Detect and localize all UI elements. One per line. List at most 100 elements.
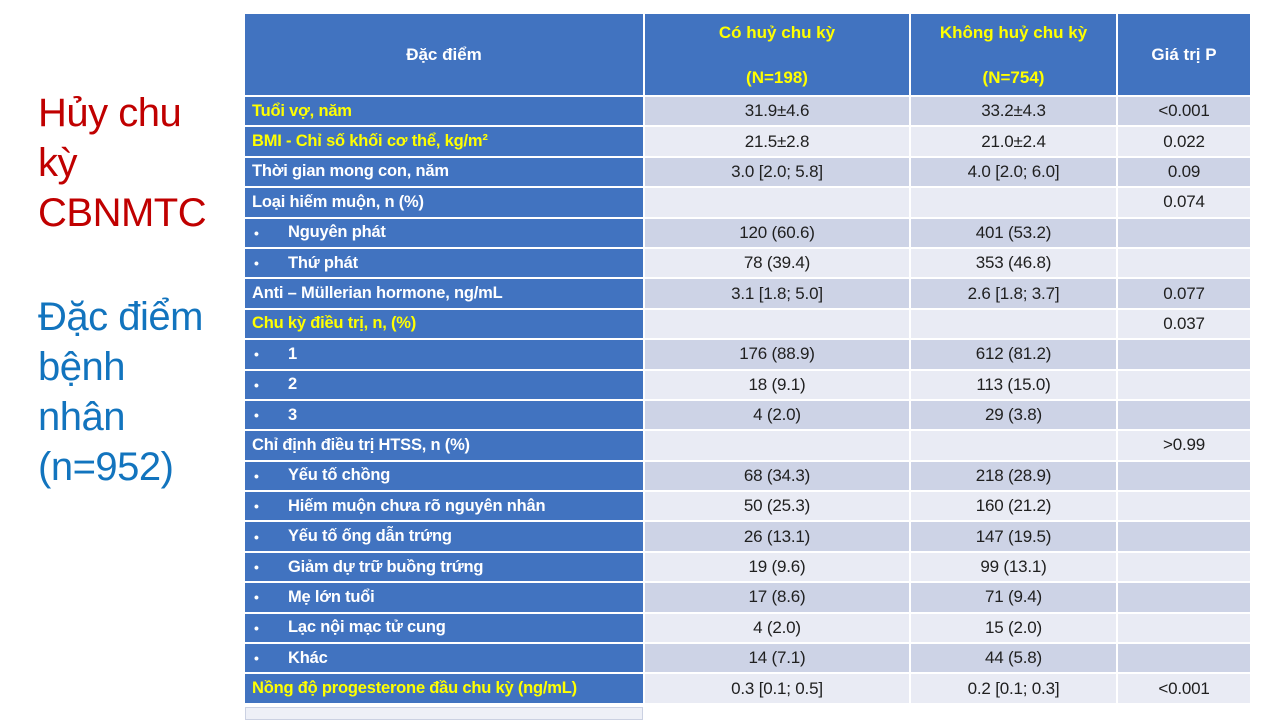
header-cycle-not-cancelled-title: Không huỷ chu kỳ [939, 23, 1088, 42]
value-cell-cancelled: 18 (9.1) [645, 370, 909, 399]
value-cell-cancelled: 120 (60.6) [645, 218, 909, 247]
value-cell-cancelled: 4 (2.0) [645, 400, 909, 430]
value-cell-not-cancelled: 44 (5.8) [911, 644, 1116, 673]
table-row: • Giảm dự trữ buồng trứng 19 (9.6) 99 (1… [245, 552, 1250, 582]
row-label: Khác [288, 648, 328, 667]
header-cycle-cancelled: Có huỷ chu kỳ (N=198) [645, 14, 909, 95]
table-row: • 3 4 (2.0) 29 (3.8) [245, 400, 1250, 430]
value-cell-not-cancelled: 401 (53.2) [911, 218, 1116, 247]
row-label: Chỉ định điều trị HTSS, n (%) [252, 435, 470, 454]
p-value-cell: 0.077 [1118, 279, 1250, 308]
row-label: Yếu tố chồng [288, 466, 391, 485]
row-label-cell: • Thời gian mong con, năm [245, 157, 643, 187]
row-label-cell: • 3 [245, 400, 643, 430]
value-cell-not-cancelled [911, 431, 1116, 460]
bullet-icon: • [254, 346, 259, 363]
value-cell-not-cancelled [911, 188, 1116, 217]
value-cell-not-cancelled: 71 (9.4) [911, 583, 1116, 612]
value-cell-cancelled: 14 (7.1) [645, 644, 909, 673]
value-cell-not-cancelled: 21.0±2.4 [911, 127, 1116, 156]
row-label: Loại hiếm muộn, n (%) [252, 192, 424, 211]
row-label: Giảm dự trữ buồng trứng [288, 557, 484, 576]
value-cell-not-cancelled: 4.0 [2.0; 6.0] [911, 157, 1116, 187]
row-label-cell: • Lạc nội mạc tử cung [245, 613, 643, 643]
value-cell-not-cancelled: 147 (19.5) [911, 522, 1116, 551]
row-label: 2 [288, 375, 297, 394]
table-header-row: Đặc điểm Có huỷ chu kỳ (N=198) Không huỷ… [245, 14, 1250, 95]
p-value-cell: <0.001 [1118, 97, 1250, 126]
row-label-cell: • Thứ phát [245, 248, 643, 278]
table-row: • Tuổi vợ, năm 31.9±4.6 33.2±4.3 <0.001 [245, 97, 1250, 126]
row-label-cell: • BMI - Chỉ số khối cơ thể, kg/m² [245, 127, 643, 156]
header-characteristic: Đặc điểm [245, 14, 643, 95]
value-cell-not-cancelled: 113 (15.0) [911, 370, 1116, 399]
table-row: • 2 18 (9.1) 113 (15.0) [245, 370, 1250, 399]
row-label-cell: • Loại hiếm muộn, n (%) [245, 188, 643, 217]
value-cell-not-cancelled [911, 309, 1116, 339]
value-cell-not-cancelled: 29 (3.8) [911, 400, 1116, 430]
p-value-cell [1118, 218, 1250, 247]
value-cell-not-cancelled: 218 (28.9) [911, 461, 1116, 491]
p-value-cell [1118, 248, 1250, 278]
table-row: • Nguyên phát 120 (60.6) 401 (53.2) [245, 218, 1250, 247]
table-row: • Khác 14 (7.1) 44 (5.8) [245, 644, 1250, 673]
value-cell-not-cancelled: 2.6 [1.8; 3.7] [911, 279, 1116, 308]
bullet-icon: • [254, 650, 259, 667]
value-cell-not-cancelled: 160 (21.2) [911, 492, 1116, 521]
row-label: Nguyên phát [288, 223, 386, 242]
bullet-icon: • [254, 255, 259, 272]
row-label-cell: • Chu kỳ điều trị, n, (%) [245, 309, 643, 339]
p-value-cell [1118, 461, 1250, 491]
value-cell-cancelled: 78 (39.4) [645, 248, 909, 278]
p-value-cell: <0.001 [1118, 674, 1250, 703]
bullet-icon: • [254, 528, 259, 545]
row-label-cell: • Khác [245, 644, 643, 673]
table-row: • 1 176 (88.9) 612 (81.2) [245, 340, 1250, 369]
table-row: • Anti – Müllerian hormone, ng/mL 3.1 [1… [245, 279, 1250, 308]
p-value-cell [1118, 522, 1250, 551]
value-cell-not-cancelled: 33.2±4.3 [911, 97, 1116, 126]
table-row: • Loại hiếm muộn, n (%) 0.074 [245, 188, 1250, 217]
bullet-icon: • [254, 376, 259, 393]
row-label: Hiếm muộn chưa rõ nguyên nhân [288, 496, 546, 515]
bullet-icon: • [254, 467, 259, 484]
table-row: • Yếu tố ống dẫn trứng 26 (13.1) 147 (19… [245, 522, 1250, 551]
table-row: • Nồng độ progesterone đầu chu kỳ (ng/mL… [245, 674, 1250, 703]
row-label-cell: • Giảm dự trữ buồng trứng [245, 552, 643, 582]
bullet-icon: • [254, 224, 259, 241]
value-cell-cancelled: 50 (25.3) [645, 492, 909, 521]
bullet-icon: • [254, 498, 259, 515]
value-cell-cancelled: 26 (13.1) [645, 522, 909, 551]
slide-title: Hủy chu kỳ CBNMTC [38, 91, 207, 235]
value-cell-cancelled: 4 (2.0) [645, 613, 909, 643]
row-label: Chu kỳ điều trị, n, (%) [252, 314, 417, 333]
row-label-cell: • Anti – Müllerian hormone, ng/mL [245, 279, 643, 308]
header-p-value: Giá trị P [1118, 14, 1250, 95]
row-label: 1 [288, 344, 297, 363]
value-cell-not-cancelled: 99 (13.1) [911, 552, 1116, 582]
value-cell-cancelled: 0.3 [0.1; 0.5] [645, 674, 909, 703]
value-cell-cancelled: 31.9±4.6 [645, 97, 909, 126]
p-value-cell [1118, 340, 1250, 369]
value-cell-cancelled [645, 309, 909, 339]
p-value-cell: 0.022 [1118, 127, 1250, 156]
row-label-cell: • Tuổi vợ, năm [245, 97, 643, 126]
row-label: Nồng độ progesterone đầu chu kỳ (ng/mL) [252, 679, 577, 698]
header-cycle-not-cancelled-n: (N=754) [982, 68, 1045, 87]
partial-next-row [245, 707, 643, 720]
table-body: • Tuổi vợ, năm 31.9±4.6 33.2±4.3 <0.001 … [245, 97, 1250, 703]
table-row: • Chỉ định điều trị HTSS, n (%) >0.99 [245, 431, 1250, 460]
value-cell-not-cancelled: 353 (46.8) [911, 248, 1116, 278]
p-value-cell: >0.99 [1118, 431, 1250, 460]
row-label: Mẹ lớn tuổi [288, 587, 375, 606]
value-cell-cancelled: 176 (88.9) [645, 340, 909, 369]
header-cycle-not-cancelled: Không huỷ chu kỳ (N=754) [911, 14, 1116, 95]
bullet-icon: • [254, 589, 259, 606]
row-label: Lạc nội mạc tử cung [288, 618, 446, 637]
value-cell-not-cancelled: 612 (81.2) [911, 340, 1116, 369]
p-value-cell [1118, 583, 1250, 612]
p-value-cell [1118, 552, 1250, 582]
row-label-cell: • Nồng độ progesterone đầu chu kỳ (ng/mL… [245, 674, 643, 703]
table-row: • Yếu tố chồng 68 (34.3) 218 (28.9) [245, 461, 1250, 491]
